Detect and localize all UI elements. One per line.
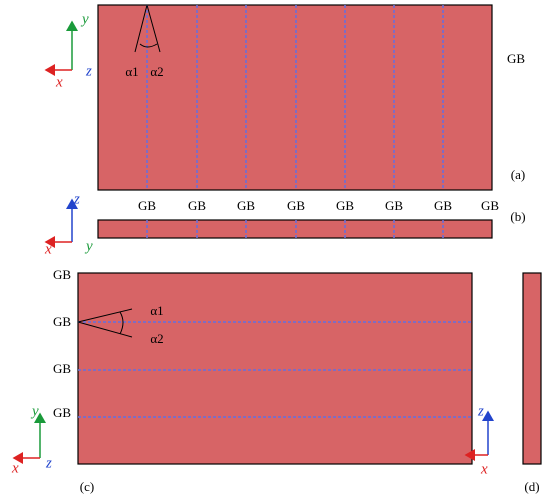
slab [77,272,473,465]
axis-label: z [477,403,484,419]
panel-label: (d) [524,479,539,494]
axis-label: y [80,11,89,27]
axis-label: y [84,238,93,254]
gb-label: GB [53,267,71,282]
gb-label: GB [53,405,71,420]
panel-d: (d) x z [464,272,542,494]
gb-label: GB [188,198,206,213]
axis-label: x [44,241,52,257]
angle-label: α2 [150,64,163,79]
panel-label: (b) [510,209,525,224]
panel-a: α1 α2 GB (a) x y z [44,4,525,191]
panel-b: GB GB GB GB GB GB GB GB (b) x z y [44,191,526,257]
axis-label: z [73,191,80,207]
gb-label: GB [287,198,305,213]
gb-label: GB [138,198,156,213]
panel-label: (a) [511,167,525,182]
gb-label: GB [53,314,71,329]
axis-label: x [11,460,19,476]
angle-wedge [77,308,133,338]
panel-label: (c) [80,479,94,494]
grain-boundaries [146,5,444,190]
angle-wedge [134,4,161,53]
gb-label: GB [336,198,354,213]
axis-label: x [55,74,63,90]
axis-label: y [30,403,39,419]
axis-label: z [45,455,52,471]
gb-label: GB [481,198,499,213]
grain-boundaries [146,220,444,238]
gb-label: GB [507,51,525,66]
gb-label: GB [434,198,452,213]
angle-label: α1 [150,303,163,318]
gb-label: GB [385,198,403,213]
gb-label: GB [53,361,71,376]
angle-label: α2 [150,331,163,346]
grain-boundaries [78,321,472,418]
axis-label: z [85,63,92,79]
panel-c: α1 α2 GB GB GB GB (c) x y z [11,267,473,494]
angle-label: α1 [125,64,138,79]
gb-label: GB [237,198,255,213]
axis-label: x [480,461,488,477]
slab [522,272,542,465]
